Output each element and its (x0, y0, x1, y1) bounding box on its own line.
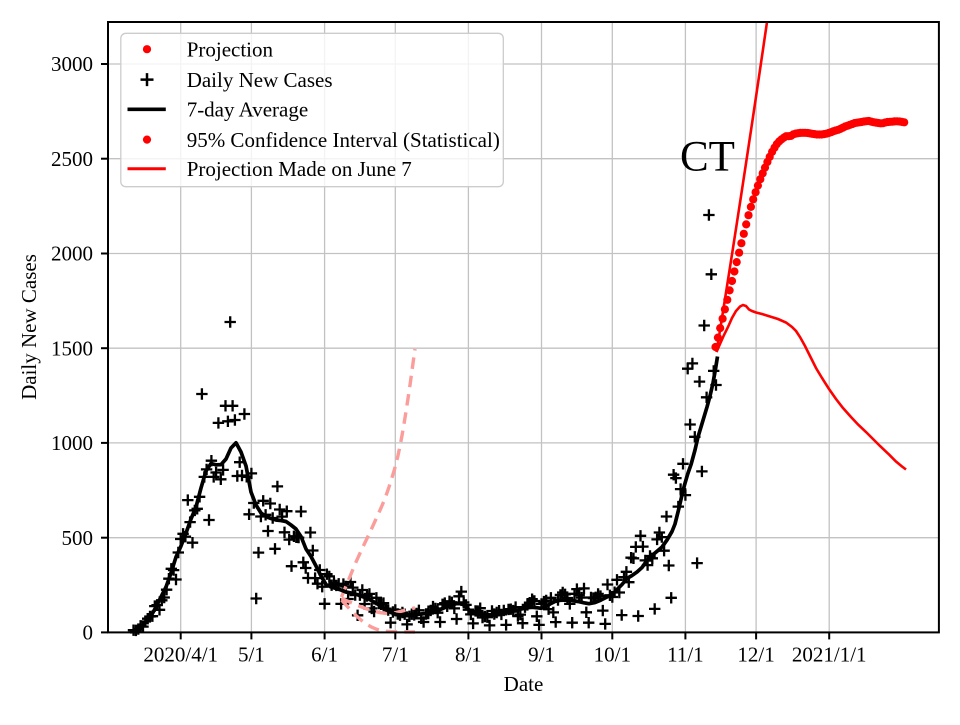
svg-text:5/1: 5/1 (238, 642, 265, 666)
svg-text:2020/4/1: 2020/4/1 (143, 642, 218, 666)
svg-text:6/1: 6/1 (311, 642, 338, 666)
svg-text:Daily New Cases: Daily New Cases (17, 254, 41, 400)
svg-text:Projection Made on June 7: Projection Made on June 7 (187, 157, 412, 181)
svg-text:2021/1/1: 2021/1/1 (792, 642, 867, 666)
svg-text:0: 0 (83, 621, 94, 645)
svg-text:3000: 3000 (51, 52, 93, 76)
svg-text:1500: 1500 (51, 336, 93, 360)
svg-text:Projection: Projection (187, 37, 274, 61)
svg-text:CT: CT (680, 134, 735, 181)
svg-text:2500: 2500 (51, 147, 93, 171)
svg-text:11/1: 11/1 (667, 642, 704, 666)
svg-text:95% Confidence Interval (Stati: 95% Confidence Interval (Statistical) (187, 128, 500, 152)
svg-text:8/1: 8/1 (455, 642, 482, 666)
svg-text:7-day Average: 7-day Average (187, 98, 308, 122)
svg-text:500: 500 (62, 526, 94, 550)
svg-text:7/1: 7/1 (382, 642, 409, 666)
svg-text:10/1: 10/1 (594, 642, 631, 666)
svg-text:12/1: 12/1 (737, 642, 774, 666)
svg-text:Daily New Cases: Daily New Cases (187, 68, 333, 92)
svg-text:2000: 2000 (51, 242, 93, 266)
svg-text:9/1: 9/1 (528, 642, 555, 666)
svg-text:1000: 1000 (51, 431, 93, 455)
svg-text:Date: Date (504, 672, 544, 696)
